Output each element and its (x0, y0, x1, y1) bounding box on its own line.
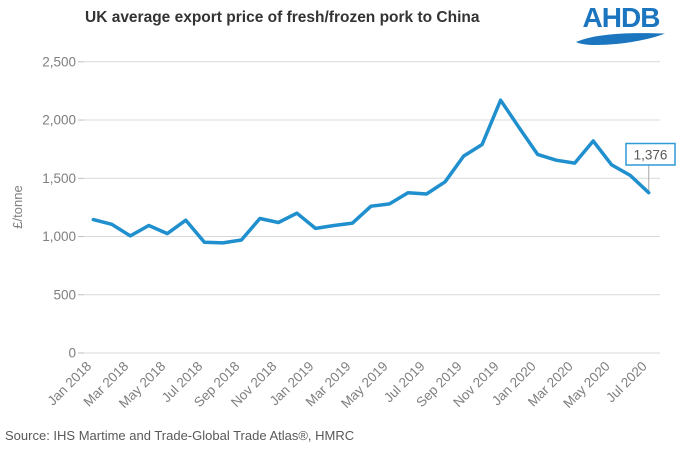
y-tick-label: 1,000 (42, 229, 76, 244)
y-tick-label: 2,500 (42, 54, 76, 69)
y-tick-label: 1,500 (42, 171, 76, 186)
y-tick-label: 2,000 (42, 113, 76, 128)
y-axis-labels: 0 500 1,000 1,500 2,000 2,500 (42, 54, 76, 360)
callout-box (625, 142, 676, 166)
y-axis-ticks (78, 61, 84, 354)
x-tick-label: Jul 2020 (603, 359, 650, 406)
y-tick-label: 0 (68, 346, 76, 361)
chart-title: UK average export price of fresh/frozen … (85, 9, 480, 26)
ahdb-logo: AHDB (574, 4, 668, 48)
callout-value: 1,376 (634, 148, 668, 163)
price-line-series (91, 98, 651, 245)
ahdb-logo-text: AHDB (582, 2, 661, 33)
source-note: Source: IHS Martime and Trade-Global Tra… (5, 428, 355, 443)
y-tick-label: 500 (53, 287, 76, 302)
data-label-callout: 1,376 (625, 142, 676, 166)
gridlines (84, 61, 660, 354)
ahdb-swoosh-icon (576, 33, 665, 45)
